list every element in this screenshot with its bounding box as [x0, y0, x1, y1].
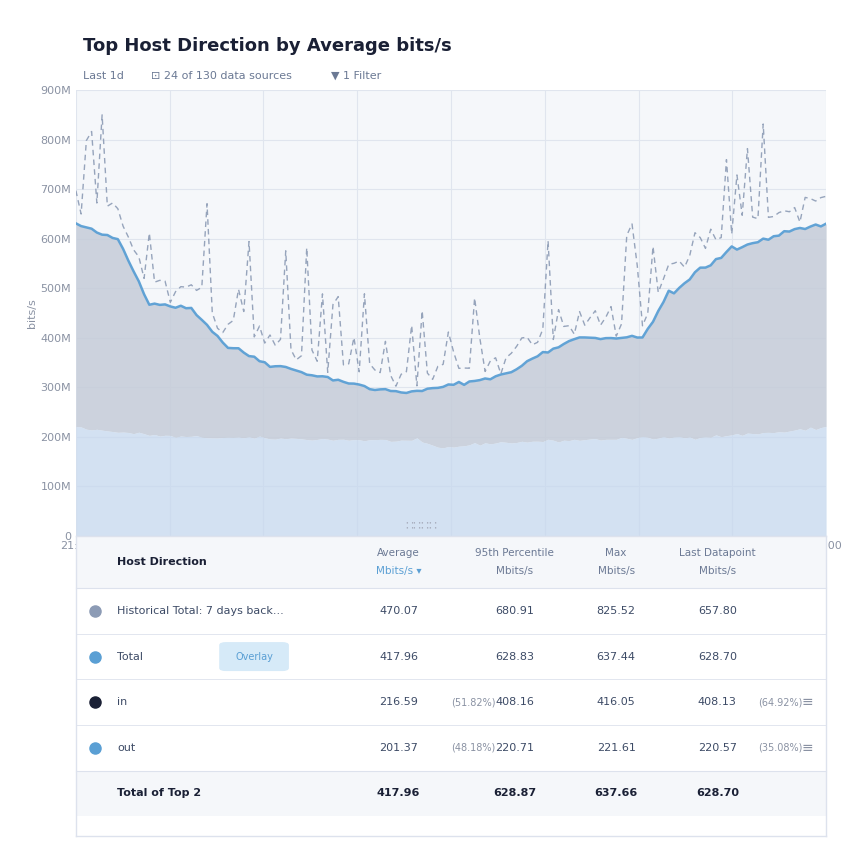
- Text: 628.70: 628.70: [698, 652, 737, 662]
- Text: Mbits/s ▾: Mbits/s ▾: [376, 566, 422, 576]
- Bar: [76, 634, 826, 679]
- Text: 470.07: 470.07: [379, 606, 418, 616]
- Text: Last 1d: Last 1d: [83, 71, 124, 81]
- Text: (48.18%): (48.18%): [451, 743, 495, 753]
- Text: 416.05: 416.05: [597, 697, 636, 707]
- Text: 220.71: 220.71: [496, 743, 534, 753]
- Text: 637.66: 637.66: [594, 788, 637, 798]
- Text: 220.57: 220.57: [698, 743, 737, 753]
- Text: ⊡ 24 of 130 data sources: ⊡ 24 of 130 data sources: [151, 71, 292, 81]
- Text: 201.37: 201.37: [379, 743, 418, 753]
- Text: 408.16: 408.16: [496, 697, 534, 707]
- Text: ≡: ≡: [802, 695, 813, 709]
- Text: 95th Percentile: 95th Percentile: [475, 548, 554, 558]
- Text: Host Direction: Host Direction: [117, 557, 207, 567]
- Text: 628.83: 628.83: [496, 652, 534, 662]
- Text: Mbits/s: Mbits/s: [497, 566, 534, 576]
- Text: out: out: [117, 743, 136, 753]
- Text: (35.08%): (35.08%): [759, 743, 803, 753]
- Text: 680.91: 680.91: [496, 606, 534, 616]
- Y-axis label: bits/s: bits/s: [28, 298, 37, 327]
- Text: 216.59: 216.59: [379, 697, 418, 707]
- Text: (51.82%): (51.82%): [451, 697, 496, 707]
- X-axis label: 2021-10-10 to 2021-10-11 UTC (10 minute intervals): 2021-10-10 to 2021-10-11 UTC (10 minute …: [304, 559, 598, 569]
- Text: 408.13: 408.13: [698, 697, 737, 707]
- Text: 628.70: 628.70: [695, 788, 738, 798]
- Bar: [76, 771, 826, 816]
- Text: Mbits/s: Mbits/s: [699, 566, 736, 576]
- Text: Average: Average: [377, 548, 420, 558]
- Bar: [76, 536, 826, 588]
- Text: Overlay: Overlay: [235, 652, 273, 662]
- Text: (64.92%): (64.92%): [759, 697, 803, 707]
- Text: ∷∷∷∷: ∷∷∷∷: [405, 519, 438, 533]
- Text: 825.52: 825.52: [597, 606, 636, 616]
- Bar: [76, 588, 826, 634]
- Text: Last Datapoint: Last Datapoint: [679, 548, 755, 558]
- Text: 657.80: 657.80: [698, 606, 737, 616]
- Text: Mbits/s: Mbits/s: [598, 566, 635, 576]
- Text: Historical Total: 7 days back...: Historical Total: 7 days back...: [117, 606, 284, 616]
- Text: 628.87: 628.87: [493, 788, 536, 798]
- Text: Top Host Direction by Average bits/s: Top Host Direction by Average bits/s: [83, 37, 452, 55]
- Bar: [76, 679, 826, 725]
- Text: ≡: ≡: [802, 741, 813, 755]
- Text: 417.96: 417.96: [377, 788, 420, 798]
- Text: Max: Max: [605, 548, 626, 558]
- Text: Total of Top 2: Total of Top 2: [117, 788, 201, 798]
- Text: in: in: [117, 697, 127, 707]
- Text: ▼ 1 Filter: ▼ 1 Filter: [331, 71, 381, 81]
- Text: 417.96: 417.96: [379, 652, 418, 662]
- Text: 637.44: 637.44: [597, 652, 636, 662]
- FancyBboxPatch shape: [220, 643, 288, 670]
- Text: 221.61: 221.61: [597, 743, 636, 753]
- Text: Total: Total: [117, 652, 143, 662]
- Bar: [76, 725, 826, 771]
